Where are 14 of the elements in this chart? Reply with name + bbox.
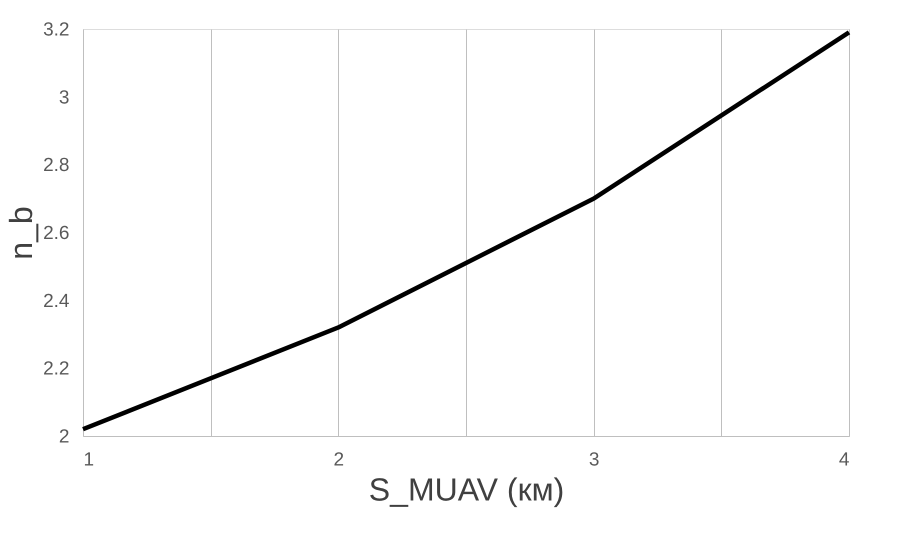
x-axis-title: S_MUAV (км) — [368, 472, 564, 508]
x-tick-label: 1 — [84, 450, 94, 470]
y-tick-label: 2 — [58, 426, 70, 448]
y-tick-label: 3 — [58, 87, 70, 108]
y-axis-title: n_b — [3, 206, 40, 260]
line-series — [80, 30, 852, 432]
y-tick-label: 3.2 — [43, 20, 70, 40]
y-tick-label: 2.4 — [43, 290, 70, 312]
x-tick-label: 2 — [334, 450, 344, 470]
y-tick-label: 2.8 — [43, 155, 70, 176]
y-tick-label: 2.6 — [43, 223, 70, 244]
x-tick-label: 3 — [588, 450, 600, 470]
x-tick-label: 4 — [838, 450, 850, 470]
y-tick-label: 2.2 — [43, 358, 70, 380]
